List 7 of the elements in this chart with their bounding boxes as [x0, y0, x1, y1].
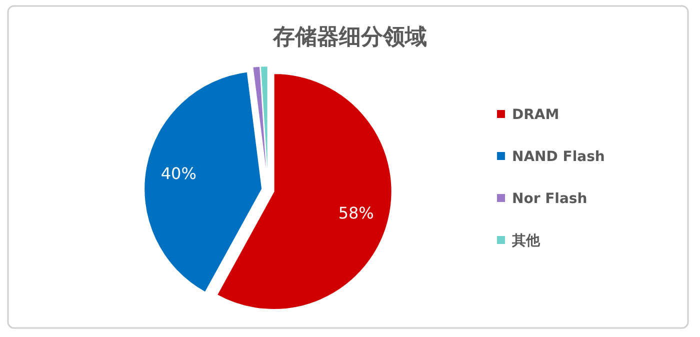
chart-title: 存储器细分领域	[272, 25, 427, 50]
data-label: 40%	[160, 164, 196, 183]
legend-label: Nor Flash	[512, 191, 588, 207]
legend-label: NAND Flash	[512, 149, 605, 165]
legend-label: DRAM	[512, 107, 560, 123]
legend-label: 其他	[511, 233, 541, 249]
data-label: 58%	[338, 204, 374, 223]
